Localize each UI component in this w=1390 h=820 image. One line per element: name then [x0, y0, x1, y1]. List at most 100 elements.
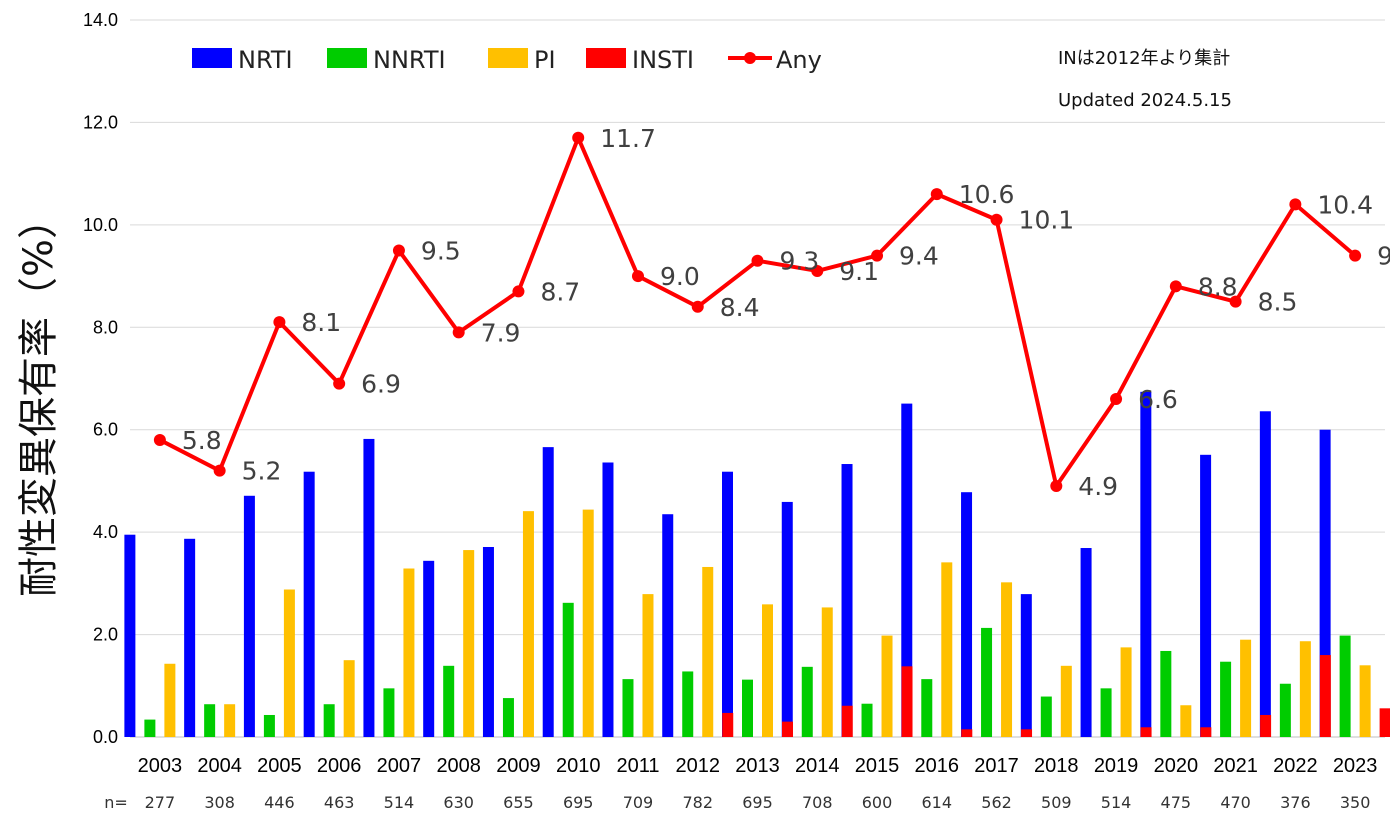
bar-nrti — [781, 501, 793, 737]
point-any — [512, 285, 525, 298]
n-value: 514 — [1101, 793, 1132, 812]
bar-nrti — [961, 492, 973, 737]
bar-nrti — [243, 495, 255, 737]
bar-pi — [283, 589, 295, 737]
y-tick-label: 12.0 — [83, 112, 118, 132]
data-label-any: 8.1 — [301, 308, 341, 337]
legend-label-nrti: NRTI — [238, 46, 293, 74]
point-any — [990, 213, 1003, 226]
n-value: 695 — [563, 793, 594, 812]
bar-pi — [403, 568, 415, 737]
line-layer — [153, 131, 1362, 493]
n-value: 709 — [623, 793, 654, 812]
legend-swatch-nnrti — [327, 48, 367, 68]
y-tick-label: 4.0 — [93, 522, 118, 542]
bar-insti — [1319, 655, 1331, 737]
bar-pi — [1180, 705, 1192, 737]
bar-nnrti — [1339, 635, 1351, 737]
bar-pi — [164, 663, 176, 737]
x-tick-label: 2008 — [436, 755, 481, 777]
x-tick-label: 2006 — [317, 755, 362, 777]
bar-insti — [1379, 708, 1390, 737]
bar-nrti — [1020, 594, 1032, 737]
bar-insti — [901, 666, 913, 737]
data-label-any: 9.4 — [1377, 242, 1390, 271]
bar-nnrti — [1220, 661, 1232, 737]
x-tick-label: 2015 — [855, 755, 900, 777]
x-tick-label: 2016 — [915, 755, 960, 777]
x-tick-label: 2003 — [138, 755, 183, 777]
bar-nrti — [423, 560, 435, 737]
point-any — [930, 188, 943, 201]
legend-marker-any — [744, 52, 756, 64]
legend-label-insti: INSTI — [632, 46, 694, 74]
y-tick-label: 6.0 — [93, 420, 118, 440]
n-value: 614 — [922, 793, 953, 812]
point-any — [572, 131, 585, 144]
bar-insti — [1260, 714, 1272, 737]
bar-nnrti — [204, 704, 216, 737]
bar-pi — [881, 635, 893, 737]
point-any — [631, 270, 644, 283]
x-tick-label: 2014 — [795, 755, 840, 777]
bar-insti — [1200, 727, 1212, 737]
bar-nrti — [1080, 548, 1092, 737]
x-tick-label: 2023 — [1333, 755, 1378, 777]
n-value: 475 — [1161, 793, 1192, 812]
bar-pi — [522, 511, 534, 737]
point-any — [751, 254, 764, 267]
legend-label-any: Any — [776, 46, 822, 74]
data-label-any: 8.8 — [1198, 272, 1238, 301]
bar-pi — [821, 607, 833, 737]
legend-swatch-insti — [586, 48, 626, 68]
x-tick-label: 2012 — [675, 755, 720, 777]
n-value: 470 — [1220, 793, 1251, 812]
bar-pi — [702, 566, 714, 737]
bar-nnrti — [622, 679, 634, 737]
data-label-any: 9.1 — [839, 257, 879, 286]
n-value: 782 — [682, 793, 713, 812]
n-value: 308 — [204, 793, 235, 812]
bar-pi — [1240, 639, 1252, 737]
text-layer: 0.0 2.0 4.0 6.0 8.0 10.0 12.0 14.0 2003 277 2004 30… — [83, 10, 1390, 812]
data-label-any: 9.3 — [780, 247, 820, 276]
bars-layer — [124, 391, 1390, 737]
y-tick-label: 14.0 — [83, 10, 118, 30]
x-tick-label: 2007 — [377, 755, 422, 777]
annotation-in-note: INは2012年より集計 — [1058, 48, 1230, 69]
y-tick-label: 0.0 — [93, 727, 118, 747]
x-tick-label: 2019 — [1094, 755, 1139, 777]
point-any — [1169, 280, 1182, 293]
data-label-any: 8.7 — [540, 277, 580, 306]
legend-label-pi: PI — [534, 46, 556, 74]
point-any — [1229, 295, 1242, 308]
point-any — [691, 300, 704, 313]
y-tick-label: 10.0 — [83, 215, 118, 235]
bar-insti — [1140, 727, 1152, 737]
bar-nnrti — [263, 714, 275, 737]
bar-nrti — [1319, 429, 1331, 737]
n-value: 463 — [324, 793, 355, 812]
bar-nrti — [363, 438, 375, 737]
bar-nnrti — [1100, 688, 1112, 737]
bar-pi — [1359, 665, 1371, 737]
annotation-updated: Updated 2024.5.15 — [1058, 90, 1232, 111]
bar-nnrti — [981, 627, 993, 737]
data-label-any: 9.4 — [899, 242, 939, 271]
point-any — [811, 264, 824, 277]
bar-nnrti — [682, 671, 694, 737]
point-any — [452, 326, 465, 339]
legend: NRTI NNRTI PI INSTI Any — [192, 46, 822, 74]
point-any — [871, 249, 884, 262]
n-value: 376 — [1280, 793, 1311, 812]
data-label-any: 9.0 — [660, 262, 700, 291]
data-label-any: 10.1 — [1019, 206, 1075, 235]
bar-nrti — [722, 471, 733, 737]
bar-pi — [941, 562, 953, 737]
legend-label-nnrti: NNRTI — [373, 46, 446, 74]
n-value: 277 — [145, 793, 176, 812]
legend-swatch-pi — [488, 48, 528, 68]
n-value: 350 — [1340, 793, 1371, 812]
data-label-any: 6.6 — [1138, 385, 1178, 414]
